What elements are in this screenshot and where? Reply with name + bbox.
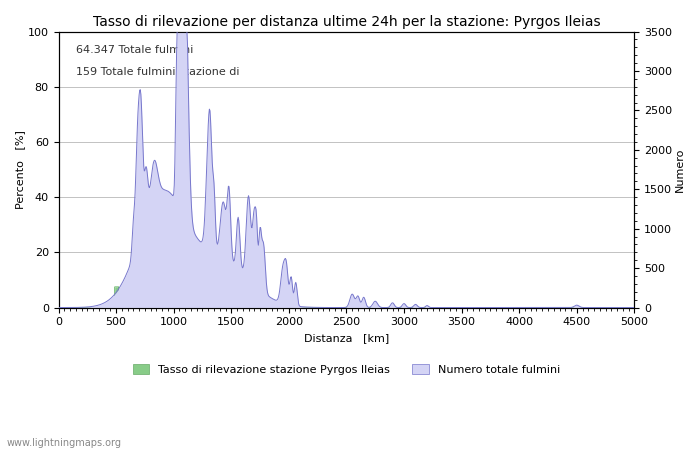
Legend: Tasso di rilevazione stazione Pyrgos Ileias, Numero totale fulmini: Tasso di rilevazione stazione Pyrgos Ile…	[128, 360, 565, 379]
X-axis label: Distanza   [km]: Distanza [km]	[304, 333, 389, 343]
Text: 64.347 Totale fulmini: 64.347 Totale fulmini	[76, 45, 193, 55]
Text: 159 Totale fulmini stazione di: 159 Totale fulmini stazione di	[76, 68, 239, 77]
Title: Tasso di rilevazione per distanza ultime 24h per la stazione: Pyrgos Ileias: Tasso di rilevazione per distanza ultime…	[92, 15, 601, 29]
Text: www.lightningmaps.org: www.lightningmaps.org	[7, 438, 122, 448]
Y-axis label: Numero: Numero	[675, 147, 685, 192]
Y-axis label: Percento   [%]: Percento [%]	[15, 130, 25, 209]
